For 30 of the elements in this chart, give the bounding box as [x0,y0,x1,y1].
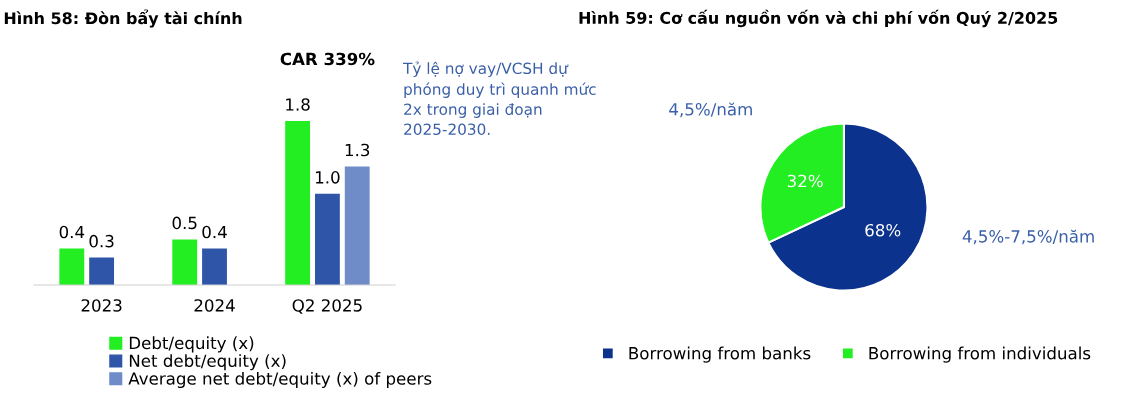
text: CAR 339% [280,52,375,66]
legend-label: Average net debt/equity (x) of peers [128,371,432,389]
text: Tỷ lệ nợ vay/VCSH dự phóng duy trì quanh mức 2x trong giai đoạn 2025-2030. [403,61,596,136]
legend-label: Debt/equity (x) [129,336,254,353]
data-label: 0.3 [89,234,114,248]
chart-title: Hình 58: Đòn bẩy tài chính [4,9,242,28]
legend-label: Borrowing from banks [629,346,811,363]
text: 4,5%/năm [669,102,752,118]
data-label: 0.4 [202,225,227,239]
bar [202,248,227,285]
text: 4,5%-7,5%/năm [962,229,1094,245]
x-tick-label: 2023 [81,299,122,312]
x-tick-label: Q2 2025 [292,299,362,314]
data-label: 0.5 [172,216,197,230]
data-label: 1.8 [286,98,310,111]
data-label: 1.0 [315,171,340,184]
bar [172,239,198,285]
data-label: 0.4 [59,225,85,239]
data-label: 32% [787,174,823,188]
data-label: 68% [865,223,901,237]
x-tick-label: 2024 [194,299,235,312]
legend-label: Borrowing from individuals [869,346,1091,363]
bar [59,248,85,285]
bar [89,257,115,285]
bar [285,120,311,285]
bar [314,193,340,285]
data-label: 1.3 [345,143,370,157]
chart-title: Hình 59: Cơ cấu nguồn vốn và chi phí vốn Quý 2/2025 [579,9,1058,28]
legend-label: Net debt/equity (x) [129,354,286,371]
bar [344,166,370,285]
